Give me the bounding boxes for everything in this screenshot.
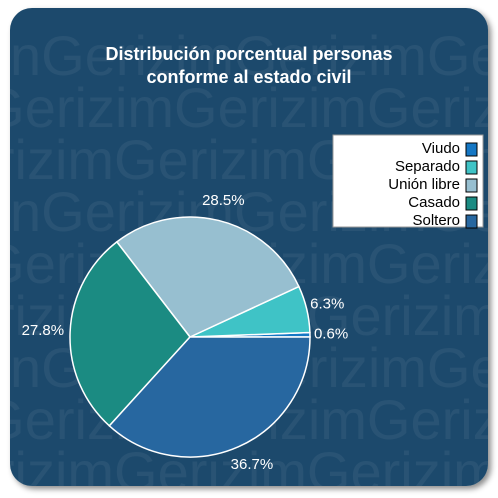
pie-slice	[69, 240, 191, 427]
legend-swatch	[465, 196, 478, 211]
data-label: 36.7%	[231, 456, 274, 473]
watermark: nGerizimGerizimGerizim	[0, 440, 498, 498]
watermark: nGerizimGerizimGerizim	[10, 24, 498, 87]
legend-label: Separado	[395, 158, 460, 175]
legend-box	[332, 134, 484, 228]
legend-label: Soltero	[412, 212, 460, 229]
data-label: 0.6%	[314, 325, 348, 342]
legend-label: Casado	[408, 194, 460, 211]
pie-slice	[115, 216, 300, 338]
legend-label: Unión libre	[388, 176, 460, 193]
legend-swatch	[465, 178, 478, 193]
data-label: 28.5%	[202, 192, 245, 209]
chart-title: Distribución porcentual personas	[105, 44, 392, 64]
pie-slice	[108, 336, 311, 458]
chart-title: conforme al estado civil	[146, 67, 351, 87]
legend-swatch	[465, 214, 478, 229]
data-label: 6.3%	[310, 295, 344, 312]
data-label: 27.8%	[22, 322, 65, 339]
legend-swatch	[465, 142, 478, 157]
legend-label: Viudo	[422, 140, 460, 157]
watermark: nGerizimGerizimGerizim	[0, 76, 498, 139]
legend-swatch	[465, 160, 478, 175]
